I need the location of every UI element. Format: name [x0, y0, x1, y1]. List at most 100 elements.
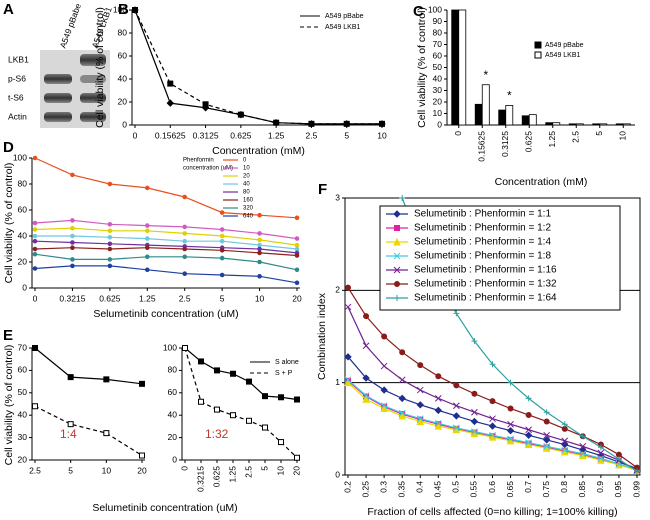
- marker: [380, 386, 388, 394]
- marker: [32, 246, 38, 252]
- marker: [579, 450, 587, 458]
- y-tick-label: 60: [18, 204, 28, 214]
- marker: [561, 437, 569, 445]
- marker: [144, 254, 150, 260]
- y-tick-label: 20: [118, 96, 128, 106]
- legend-label: A549 pBabe: [325, 13, 364, 20]
- marker: [381, 333, 388, 340]
- marker: [434, 395, 442, 402]
- annotation: 1:32: [205, 427, 229, 441]
- y-tick-label: 0: [437, 119, 442, 129]
- marker: [507, 435, 514, 443]
- series-line: [347, 356, 638, 470]
- y-tick-label: 20: [433, 96, 443, 106]
- marker: [416, 415, 424, 423]
- bar: [592, 123, 601, 126]
- series-line: [34, 247, 298, 257]
- marker: [597, 444, 604, 451]
- bar: [615, 123, 624, 126]
- x-tick-label: 0.3125: [500, 131, 510, 157]
- y-tick-label: 80: [168, 365, 178, 375]
- bar: [474, 103, 483, 126]
- y-tick-label: 30: [433, 85, 443, 95]
- bar: [568, 123, 577, 126]
- marker: [107, 228, 113, 234]
- y-tick-label: 0: [172, 454, 177, 464]
- y-tick-label: 100: [13, 152, 27, 162]
- marker: [525, 426, 532, 434]
- marker: [294, 215, 300, 221]
- marker: [219, 227, 225, 232]
- marker: [394, 225, 400, 231]
- marker: [219, 255, 225, 261]
- marker: [182, 224, 188, 230]
- bar: [498, 109, 507, 126]
- marker: [144, 245, 150, 250]
- marker: [182, 254, 188, 260]
- marker: [182, 271, 188, 277]
- marker: [507, 379, 514, 386]
- x-tick-label: 0: [453, 131, 463, 136]
- marker: [219, 238, 225, 244]
- x-tick-label: 2.5: [29, 465, 41, 475]
- marker: [308, 120, 315, 127]
- marker: [167, 80, 174, 87]
- marker: [416, 386, 424, 394]
- x-tick-label: 0.7: [523, 481, 533, 493]
- marker: [344, 378, 352, 387]
- marker: [139, 452, 145, 459]
- bar: [481, 84, 490, 126]
- bar: [458, 9, 467, 126]
- marker: [362, 342, 370, 350]
- legend-label: 40: [243, 182, 250, 188]
- series-line: [34, 227, 298, 246]
- blot-band: [80, 54, 106, 66]
- legend-label: 10: [243, 166, 250, 172]
- marker: [394, 281, 400, 287]
- marker: [294, 454, 300, 461]
- y-tick-label: 80: [18, 178, 28, 188]
- marker: [103, 376, 110, 383]
- legend-label: S + P: [275, 370, 293, 377]
- x-tick-label: 2.5: [179, 293, 191, 303]
- legend-box: [379, 205, 621, 311]
- marker: [257, 242, 262, 248]
- x-tick-label: 0.8: [559, 481, 569, 493]
- marker: [543, 418, 550, 425]
- marker: [144, 223, 150, 228]
- y-tick-label: 100: [113, 4, 127, 14]
- x-tick-label: 5: [220, 293, 225, 303]
- y-tick-label: 100: [428, 4, 442, 14]
- y-tick-label: 70: [433, 39, 443, 49]
- x-axis-label: Selumetinib concentration (uM): [93, 308, 238, 320]
- x-axis-label: Fraction of cells affected (0=no killing…: [367, 506, 617, 518]
- y-axis-label: Cell viability (% of control): [416, 7, 428, 128]
- legend-label: Selumetinib : Phenformin = 1:1: [414, 209, 551, 220]
- marker: [380, 404, 388, 413]
- marker: [107, 263, 113, 269]
- bar: [622, 123, 631, 126]
- marker: [144, 236, 150, 241]
- series-line: [34, 240, 298, 254]
- x-tick-label: 0: [179, 466, 189, 471]
- marker: [524, 431, 533, 440]
- x-tick-label: 1.25: [227, 466, 237, 483]
- bar: [545, 122, 554, 126]
- marker: [344, 353, 352, 361]
- y-tick-label: 40: [18, 230, 28, 240]
- marker: [214, 406, 220, 413]
- y-tick-label: 100: [163, 342, 177, 352]
- marker: [257, 259, 262, 265]
- marker: [434, 421, 443, 430]
- y-tick-label: 40: [168, 409, 178, 419]
- marker: [294, 396, 300, 403]
- marker: [257, 231, 262, 236]
- marker: [144, 228, 150, 234]
- x-tick-label: 10: [275, 466, 285, 476]
- marker: [471, 338, 478, 345]
- x-tick-label: 0.99: [631, 481, 641, 498]
- x-tick-label: 0.85: [577, 481, 587, 498]
- x-tick-label: 1.25: [547, 131, 557, 148]
- marker: [525, 439, 532, 447]
- blot-band: [80, 93, 106, 103]
